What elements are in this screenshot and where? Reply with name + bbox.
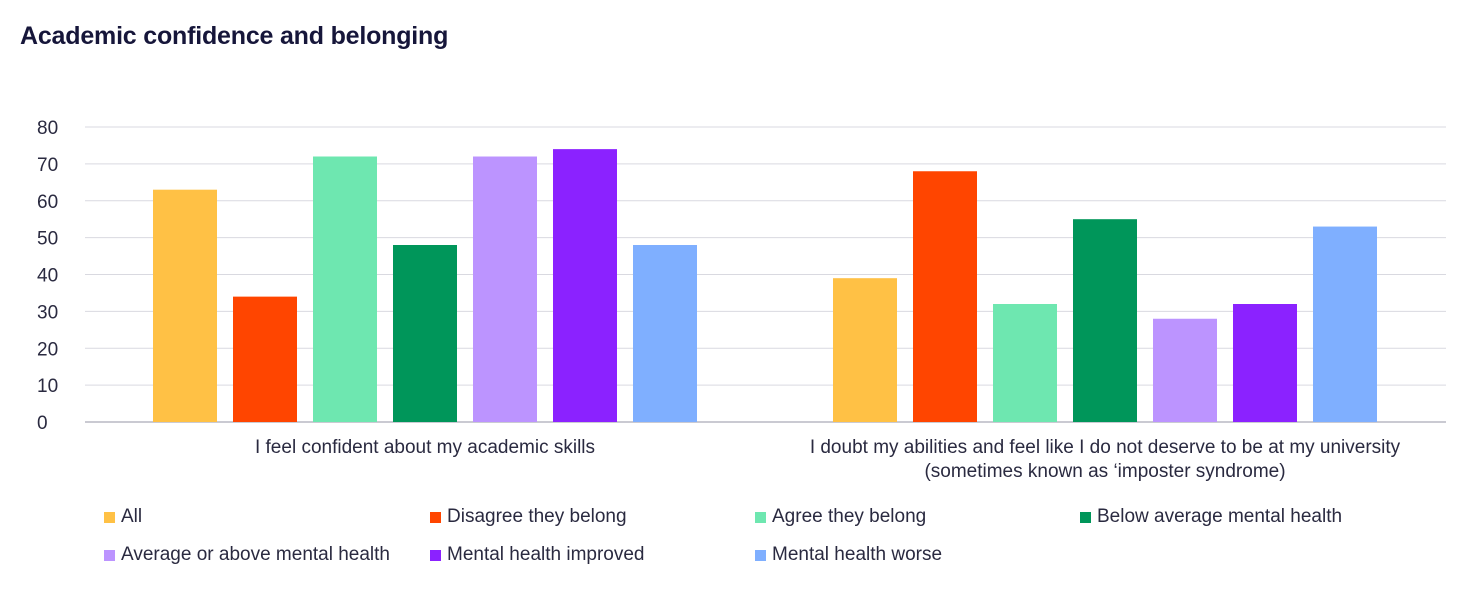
category-label: (sometimes known as ‘imposter syndrome) [924,461,1285,482]
y-tick-label: 0 [37,413,48,434]
bar [233,296,297,422]
legend-label: Agree they belong [772,506,927,527]
y-tick-label: 70 [37,155,58,176]
legend-item: Mental health worse [755,544,942,566]
legend-swatch [1080,511,1091,523]
y-tick-label: 30 [37,302,58,323]
legend-label: Average or above mental health [121,544,390,565]
legend-swatch [755,511,766,523]
category-label: I feel confident about my academic skill… [255,437,595,458]
y-tick-label: 60 [37,192,58,213]
legend-swatch [430,511,441,523]
legend-item: Agree they belong [755,506,926,528]
legend-swatch [104,549,115,561]
legend-label: Disagree they belong [447,506,627,527]
bar [833,278,897,422]
bar [153,189,217,422]
bar [993,304,1057,422]
legend-item: Mental health improved [430,544,645,566]
bar [313,156,377,422]
bar-chart: 0 10 20 30 40 50 60 70 80 I feel confident about… [37,118,1446,482]
bar [473,156,537,422]
y-tick-label: 40 [37,266,58,287]
bar [553,149,617,422]
legend-label: Below average mental health [1097,506,1343,527]
bar [1313,226,1377,422]
legend-item: Below average mental health [1080,506,1342,528]
legend-swatch [755,549,766,561]
legend-label: Mental health worse [772,544,943,565]
legend-item: Average or above mental health [104,544,390,566]
legend-label: Mental health improved [447,544,645,565]
bar [913,171,977,422]
legend-swatch [430,549,441,561]
y-tick-label: 80 [37,118,58,139]
y-tick-label: 10 [37,376,58,397]
legend-swatch [104,511,115,523]
y-tick-label: 20 [37,339,58,360]
bar [1073,219,1137,422]
chart-title: Academic confidence and belonging [20,22,449,50]
bar [633,245,697,422]
category-label: I doubt my abilities and feel like I do … [810,437,1401,458]
bar [1233,304,1297,422]
legend-item: Disagree they belong [430,506,627,528]
legend-item: All [104,506,142,528]
bar [1153,318,1217,422]
y-tick-label: 50 [37,229,58,250]
legend-label: All [121,506,143,527]
bar [393,245,457,422]
